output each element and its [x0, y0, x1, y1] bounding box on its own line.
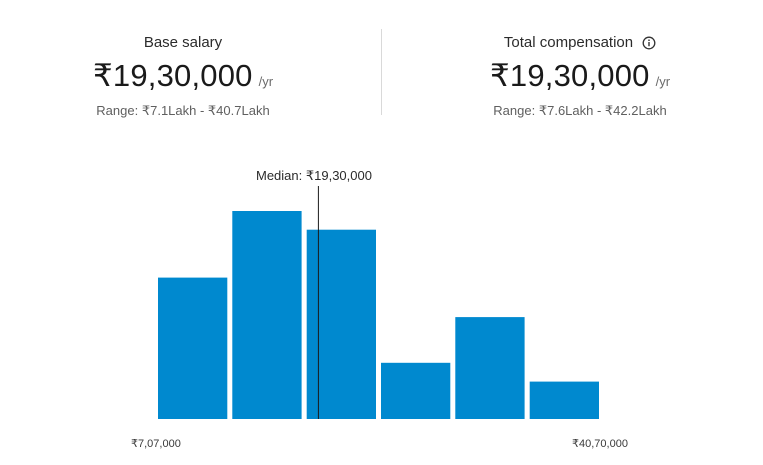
histogram-bar	[529, 381, 599, 419]
total-compensation-section: Total compensation ₹19,30,000/yr Range: …	[455, 34, 705, 119]
base-salary-range: Range: ₹7.1Lakh - ₹40.7Lakh	[96, 103, 270, 118]
base-salary-amount-row: ₹19,30,000/yr	[58, 59, 308, 99]
histogram-bar	[455, 317, 525, 419]
histogram-bar	[306, 229, 376, 419]
summary-divider	[381, 29, 382, 115]
base-salary-label: Base salary	[143, 34, 223, 51]
base-salary-section: Base salary ₹19,30,000/yr Range: ₹7.1Lak…	[58, 34, 308, 119]
total-compensation-header: Total compensation	[504, 34, 656, 52]
total-compensation-amount-row: ₹19,30,000/yr	[455, 59, 705, 99]
base-salary-unit: /yr	[258, 74, 274, 89]
total-compensation-range: Range: ₹7.6Lakh - ₹42.2Lakh	[493, 103, 667, 118]
histogram-bar	[232, 211, 302, 419]
histogram-bar	[381, 362, 451, 419]
salary-histogram	[158, 186, 599, 419]
pay-summary: Base salary ₹19,30,000/yr Range: ₹7.1Lak…	[0, 0, 763, 120]
total-compensation-unit: /yr	[655, 74, 671, 89]
x-axis-max-label: ₹40,70,000	[572, 438, 628, 450]
base-salary-amount: ₹19,30,000	[92, 58, 253, 93]
median-label: Median: ₹19,30,000	[256, 168, 372, 183]
histogram-bar	[158, 277, 228, 419]
total-compensation-label: Total compensation	[503, 34, 634, 51]
info-icon[interactable]	[642, 36, 656, 50]
x-axis-min-label: ₹7,07,000	[131, 438, 181, 450]
total-compensation-amount: ₹19,30,000	[489, 58, 650, 93]
